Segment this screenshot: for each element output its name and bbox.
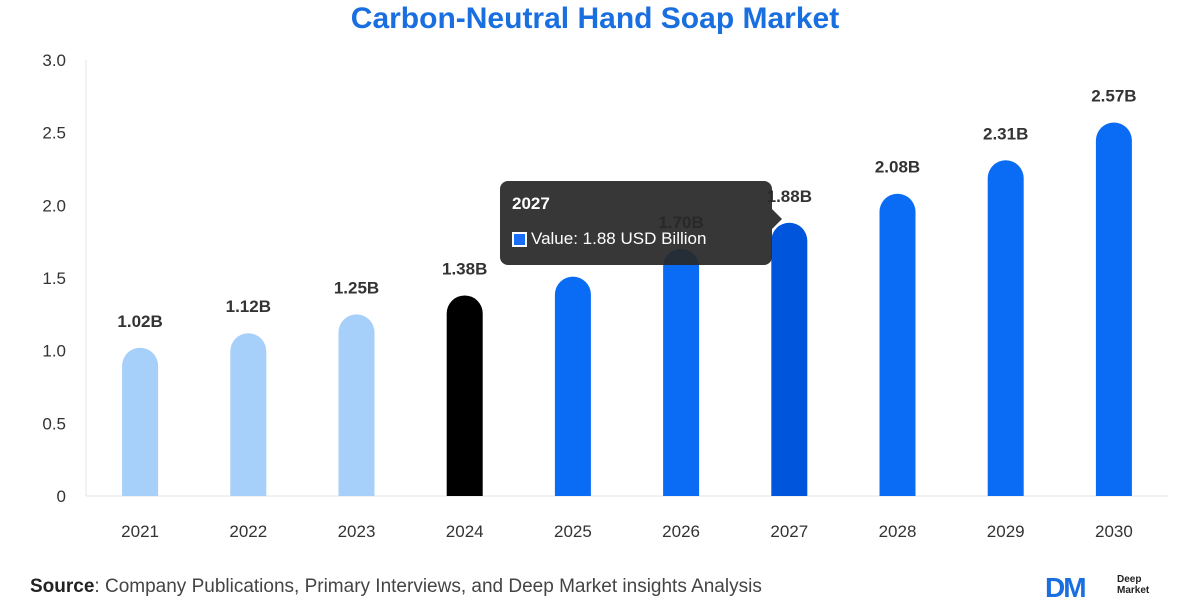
logo-line-1: Deep bbox=[1117, 574, 1142, 585]
y-tick-label: 1.5 bbox=[42, 269, 66, 288]
bar-2030 bbox=[1095, 122, 1132, 496]
source-label: Source bbox=[30, 576, 95, 597]
y-tick-label: 2.5 bbox=[42, 124, 66, 143]
data-label-2022: 1.12B bbox=[226, 297, 271, 316]
x-tick-label: 2021 bbox=[121, 522, 159, 541]
bar-tooltip: 2027 Value: 1.88 USD Billion bbox=[500, 181, 782, 265]
y-tick-label: 0.5 bbox=[42, 414, 66, 433]
tooltip-row: Value: 1.88 USD Billion bbox=[512, 228, 760, 250]
bar-2024 bbox=[446, 295, 483, 496]
bar-2029 bbox=[987, 160, 1024, 496]
x-tick-label: 2030 bbox=[1095, 522, 1133, 541]
source-note: Source: Company Publications, Primary In… bbox=[30, 576, 762, 598]
data-label-2030: 2.57B bbox=[1091, 86, 1136, 105]
data-label-2024: 1.38B bbox=[442, 259, 487, 278]
x-tick-label: 2022 bbox=[229, 522, 267, 541]
bar-2026 bbox=[663, 248, 700, 496]
tooltip-title: 2027 bbox=[512, 194, 550, 213]
data-label-2021: 1.02B bbox=[117, 312, 162, 331]
tooltip-value: Value: 1.88 USD Billion bbox=[531, 229, 707, 248]
chart-title: Carbon-Neutral Hand Soap Market bbox=[350, 2, 840, 35]
x-tick-label: 2026 bbox=[662, 522, 700, 541]
x-tick-label: 2029 bbox=[987, 522, 1025, 541]
data-label-2029: 2.31B bbox=[983, 124, 1028, 143]
bar-2021 bbox=[122, 347, 159, 496]
y-tick-label: 1.0 bbox=[42, 342, 66, 361]
logo-text: Deep Market bbox=[1117, 574, 1149, 596]
deep-market-logo: DM Deep Market bbox=[1045, 572, 1165, 603]
chart-bars bbox=[122, 122, 1132, 497]
bar-2023 bbox=[338, 314, 375, 496]
y-tick-label: 2.0 bbox=[42, 196, 66, 215]
y-tick-label: 3.0 bbox=[42, 51, 66, 70]
x-tick-label: 2025 bbox=[554, 522, 592, 541]
source-text: : Company Publications, Primary Intervie… bbox=[94, 576, 762, 597]
x-tick-label: 2024 bbox=[446, 522, 484, 541]
bar-2025 bbox=[554, 276, 591, 496]
chart-labels: 2021 1.02B 2022 1.12B 2023 1.25B 2024 1.38B 2025… bbox=[117, 86, 1136, 541]
x-tick-label: 2027 bbox=[770, 522, 808, 541]
bar-2027 bbox=[771, 222, 808, 497]
data-label-2023: 1.25B bbox=[334, 278, 379, 297]
tooltip-arrow bbox=[772, 209, 782, 229]
chart-axes: 0 0.5 1.0 1.5 2.0 2.5 3.0 bbox=[42, 51, 1168, 506]
logo-mark: DM bbox=[1045, 572, 1087, 603]
bar-2028 bbox=[879, 193, 916, 496]
tooltip-swatch bbox=[512, 231, 527, 247]
data-label-2027: 1.88B bbox=[767, 187, 812, 206]
y-tick-label: 0 bbox=[57, 487, 66, 506]
x-tick-label: 2023 bbox=[338, 522, 376, 541]
x-tick-label: 2028 bbox=[879, 522, 917, 541]
data-label-2028: 2.08B bbox=[875, 158, 920, 177]
bar-2022 bbox=[230, 333, 267, 496]
logo-line-2: Market bbox=[1117, 585, 1150, 596]
